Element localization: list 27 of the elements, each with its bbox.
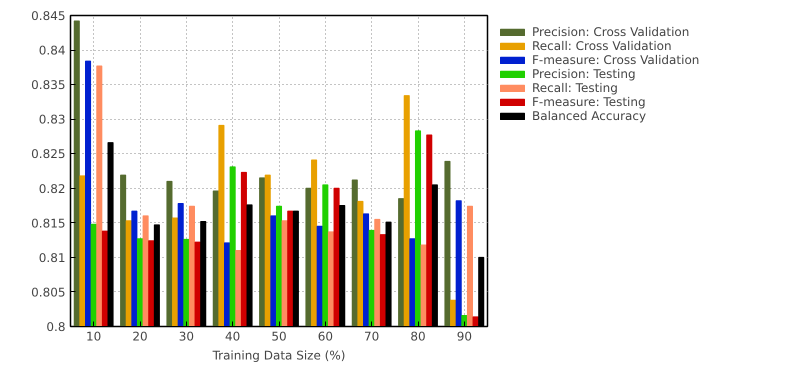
- y-tick-label: 0.825: [31, 147, 66, 162]
- y-tick-label: 0.8: [46, 320, 66, 334]
- y-tick-label: 0.835: [31, 78, 66, 92]
- legend-label: Precision: Cross Validation: [532, 25, 690, 39]
- legend-label: Balanced Accuracy: [532, 109, 646, 123]
- y-tick-label: 0.815: [31, 216, 66, 230]
- y-tick-label: 0.805: [31, 285, 66, 300]
- x-tick-label: 30: [178, 330, 194, 344]
- x-tick-label: 50: [271, 330, 287, 344]
- y-tick-label: 0.83: [38, 112, 66, 127]
- y-tick-label: 0.845: [31, 9, 66, 23]
- y-tick-label: 0.81: [38, 250, 66, 265]
- x-tick-label: 80: [410, 330, 426, 344]
- legend-label: F-measure: Cross Validation: [532, 53, 700, 67]
- x-tick-label: 40: [225, 330, 240, 344]
- legend-label: Precision: Testing: [532, 67, 636, 81]
- legend-label: Recall: Cross Validation: [532, 39, 672, 53]
- legend-label: Recall: Testing: [532, 81, 618, 95]
- y-tick-label: 0.82: [38, 182, 66, 196]
- x-tick-label: 90: [456, 330, 472, 344]
- x-tick-label: 70: [364, 330, 380, 344]
- legend-label: F-measure: Testing: [532, 95, 646, 109]
- x-tick-label: 60: [318, 330, 333, 344]
- x-axis-title: Training Data Size (%): [212, 348, 346, 362]
- x-tick-label: 10: [86, 330, 102, 344]
- x-tick-label: 20: [132, 330, 148, 344]
- y-tick-label: 0.84: [38, 44, 66, 58]
